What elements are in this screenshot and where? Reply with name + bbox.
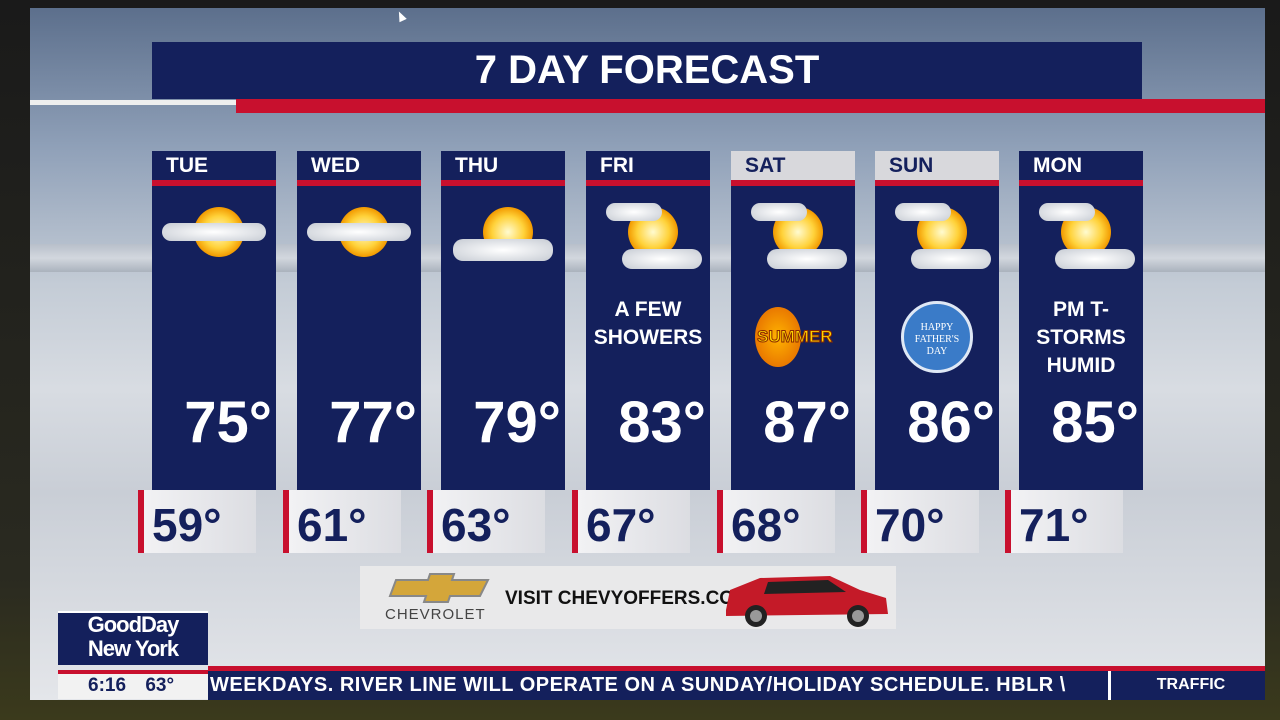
ad-text: VISIT CHEVYOFFERS.COM: [505, 588, 750, 609]
good-day-new-york-logo: GoodDay New York: [58, 611, 208, 665]
partly-cloudy-sun-icon: [307, 199, 411, 279]
day-label: SUN: [875, 151, 999, 186]
day-label: THU: [441, 151, 565, 186]
day-label: TUE: [152, 151, 276, 186]
day-label: FRI: [586, 151, 710, 186]
high-temp: 87°: [763, 390, 851, 455]
forecast-day-wed: WED 77°: [297, 151, 421, 490]
high-temp: 77°: [329, 390, 417, 455]
low-temp: 63°: [427, 490, 545, 553]
forecast-day-mon: MON PM T-STORMS HUMID 85°: [1019, 151, 1143, 490]
forecast-day-sat: SAT 87° SUMMER: [731, 151, 855, 490]
forecast-day-fri: FRI A FEW SHOWERS 83°: [586, 151, 710, 490]
fathers-day-badge-icon: HAPPY FATHER'S DAY: [901, 301, 977, 373]
high-temp: 79°: [473, 390, 561, 455]
time-temp-box: 6:16 63°: [58, 670, 208, 699]
logo-line2: New York: [87, 636, 179, 661]
divider: [236, 99, 1265, 113]
high-temp: 85°: [1051, 390, 1139, 455]
low-temp: 61°: [283, 490, 401, 553]
condition-text: PM T-STORMS HUMID: [1036, 298, 1126, 377]
forecast-day-sun: SUN 86° HAPPY FATHER'S DAY: [875, 151, 999, 490]
page-title: 7 DAY FORECAST: [152, 42, 1142, 99]
weather-screen: 7 DAY FORECAST TUE 75° 59° WED 77° 61° THU 7…: [30, 8, 1265, 700]
low-temp: 68°: [717, 490, 835, 553]
high-temp: 86°: [907, 390, 995, 455]
forecast-day-thu: THU 79°: [441, 151, 565, 490]
clock-time: 6:16: [88, 675, 127, 696]
partly-cloudy-sun-icon: [1031, 199, 1135, 279]
partly-cloudy-sun-icon: [598, 199, 702, 279]
low-temp: 71°: [1005, 490, 1123, 553]
day-label: WED: [297, 151, 421, 186]
low-temp: 59°: [138, 490, 256, 553]
summer-sun-badge-icon: SUMMER: [755, 301, 833, 373]
current-temp: 63°: [145, 675, 175, 696]
high-temp: 75°: [184, 390, 272, 455]
chevrolet-brand-text: CHEVROLET: [385, 606, 486, 623]
ticker-segment-label: TRAFFIC: [1108, 671, 1265, 700]
chevrolet-ad-banner[interactable]: CHEVROLET VISIT CHEVYOFFERS.COM: [360, 566, 896, 629]
partly-cloudy-sun-icon: [887, 199, 991, 279]
partly-cloudy-sun-icon: [162, 199, 266, 279]
forecast-day-tue: TUE 75°: [152, 151, 276, 490]
high-temp: 83°: [618, 390, 706, 455]
day-label: SAT: [731, 151, 855, 186]
ticker-text: WEEKDAYS. RIVER LINE WILL OPERATE ON A S…: [210, 674, 1066, 696]
news-ticker: WEEKDAYS. RIVER LINE WILL OPERATE ON A S…: [208, 666, 1265, 700]
partly-cloudy-sun-icon: [743, 199, 847, 279]
low-temp: 70°: [861, 490, 979, 553]
low-temp: 67°: [572, 490, 690, 553]
day-label: MON: [1019, 151, 1143, 186]
logo-line1: GoodDay: [87, 612, 180, 637]
partly-cloudy-sun-icon: [453, 199, 553, 279]
red-suv-image: [726, 576, 888, 627]
divider: [30, 100, 236, 105]
chevrolet-bowtie-icon: [388, 573, 490, 603]
condition-text: A FEW SHOWERS: [593, 298, 703, 349]
